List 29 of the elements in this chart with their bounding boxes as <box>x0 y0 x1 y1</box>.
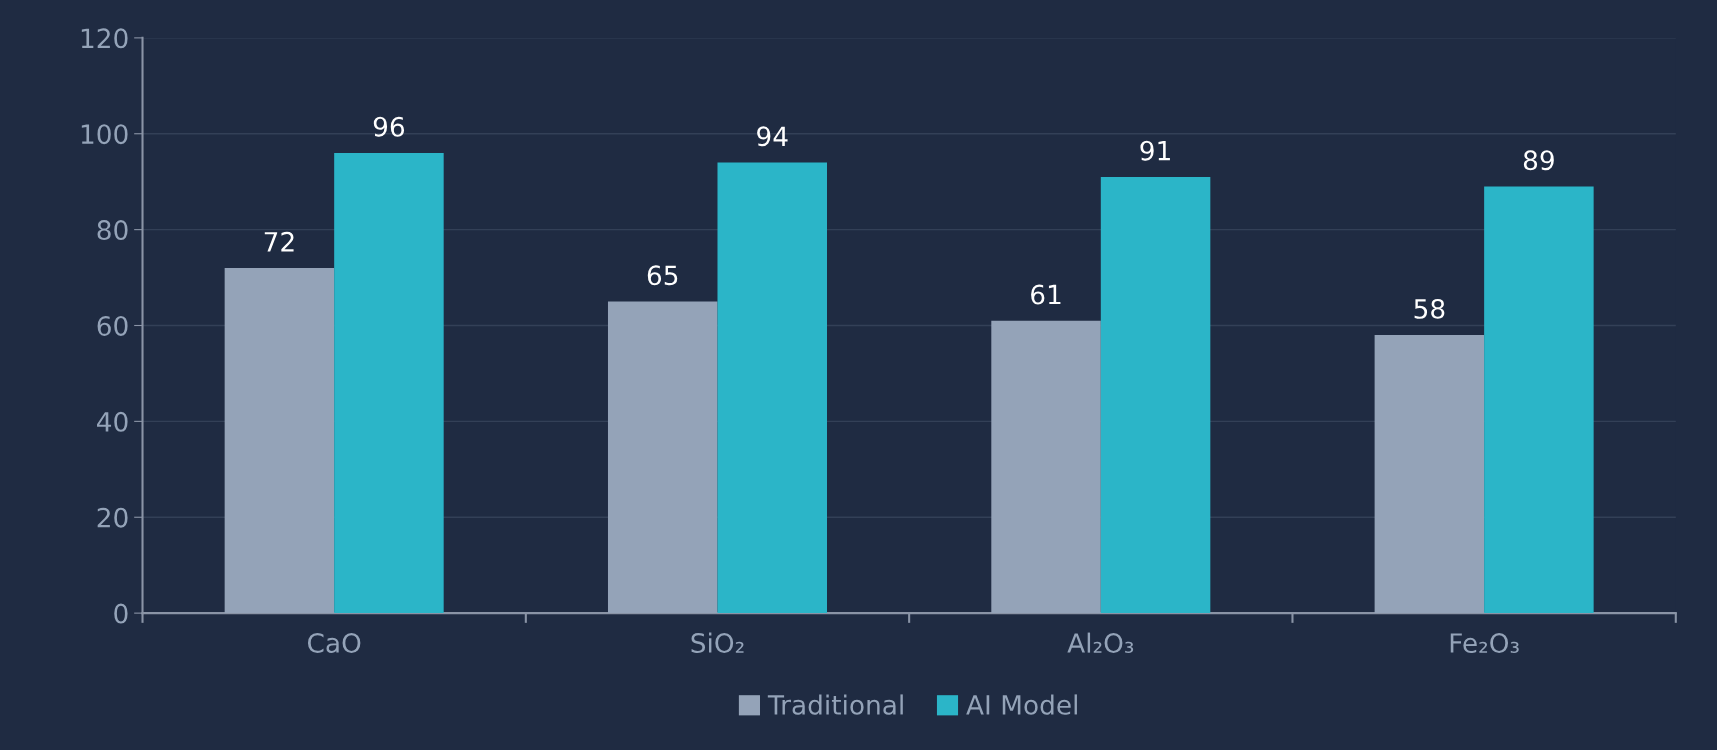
legend-label: Traditional <box>767 694 903 715</box>
data-label: 72 <box>264 231 294 252</box>
legend-label: AI Model <box>966 694 1077 715</box>
data-label: 58 <box>1414 298 1445 319</box>
data-label: 91 <box>1140 140 1170 161</box>
x-tick-label: Fe₂O₃ <box>1450 633 1519 653</box>
y-tick-label: 120 <box>81 28 128 49</box>
y-tick-label: 60 <box>97 315 128 336</box>
bar <box>224 267 335 614</box>
y-tick-label: 0 <box>114 603 128 624</box>
y-tick-label: 80 <box>97 220 128 241</box>
x-tick-label: Al₂O₃ <box>1067 632 1134 653</box>
bar <box>334 152 444 614</box>
y-tick-label: 20 <box>97 507 128 528</box>
bar <box>717 162 828 614</box>
x-tick-label: CaO <box>307 633 361 653</box>
bar <box>1484 186 1594 614</box>
data-label: 96 <box>373 116 405 137</box>
data-label: 65 <box>647 265 678 286</box>
data-label: 61 <box>1031 284 1061 305</box>
y-tick-label: 40 <box>97 411 128 432</box>
data-label: 89 <box>1523 150 1554 171</box>
bar <box>1374 335 1485 614</box>
bar <box>1100 176 1211 614</box>
data-label: 94 <box>757 126 788 147</box>
bar <box>607 301 718 614</box>
y-tick-label: 100 <box>81 124 128 145</box>
bar <box>991 320 1101 614</box>
x-tick-label: SiO₂ <box>691 632 744 653</box>
